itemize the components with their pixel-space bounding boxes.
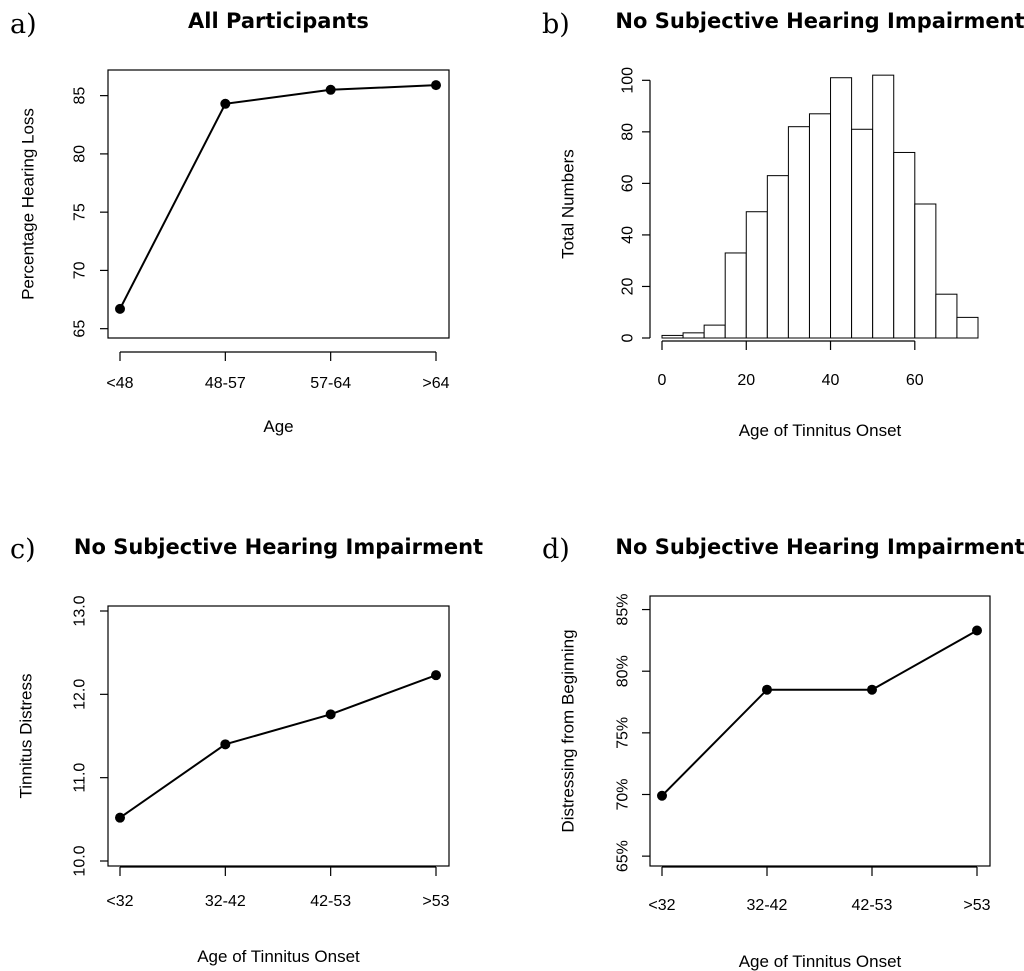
data-point bbox=[325, 84, 336, 95]
panel-b: b) No Subjective Hearing Impairment 0 20 40 6… bbox=[542, 9, 1024, 440]
series-line bbox=[119, 674, 437, 819]
y-axis: 65 70 75 80 85 bbox=[72, 87, 108, 338]
y-axis-label: Total Numbers bbox=[559, 149, 578, 259]
chart-title: No Subjective Hearing Impairment bbox=[74, 535, 483, 559]
y-tick-label: 40 bbox=[620, 226, 637, 244]
histogram-bar bbox=[808, 113, 832, 339]
x-tick-label: 0 bbox=[658, 372, 667, 389]
chart-title: No Subjective Hearing Impairment bbox=[615, 535, 1024, 559]
data-point bbox=[867, 684, 877, 695]
y-tick-label: 12.0 bbox=[72, 679, 89, 710]
y-tick-label: 75 bbox=[72, 203, 89, 221]
x-axis: <32 32-42 42-53 >53 bbox=[648, 866, 991, 914]
panel-label: b) bbox=[542, 9, 570, 40]
x-tick-label: >64 bbox=[422, 375, 449, 392]
y-axis: 10.0 11.0 12.0 13.0 bbox=[72, 595, 108, 877]
histogram-bar bbox=[724, 252, 747, 339]
y-axis-label: Tinnitus Distress bbox=[17, 673, 36, 798]
y-tick-label: 13.0 bbox=[72, 595, 89, 626]
histogram-bar bbox=[872, 74, 895, 339]
y-tick-label: 20 bbox=[620, 277, 637, 295]
data-point bbox=[431, 670, 441, 681]
x-axis: <48 48-57 57-64 >64 bbox=[106, 351, 450, 392]
data-point bbox=[220, 98, 231, 109]
series-line bbox=[119, 84, 437, 310]
x-tick-label: 42-53 bbox=[310, 893, 351, 910]
histogram-bar bbox=[914, 203, 937, 339]
y-tick-label: 70% bbox=[615, 778, 632, 810]
x-tick-label: 42-53 bbox=[852, 897, 893, 914]
plot-frame bbox=[107, 69, 450, 339]
y-tick-label: 11.0 bbox=[72, 763, 89, 793]
histogram-bar bbox=[682, 332, 705, 339]
panel-a: a) All Participants 65 70 75 80 85 Percentage H… bbox=[10, 9, 450, 436]
y-axis-label: Percentage Hearing Loss bbox=[19, 108, 38, 300]
histogram-bar bbox=[893, 151, 916, 339]
y-tick-label: 10.0 bbox=[72, 845, 89, 876]
histogram-bar bbox=[787, 126, 810, 339]
histogram-bar bbox=[703, 324, 726, 339]
x-tick-label: >53 bbox=[963, 897, 990, 914]
panel-label: c) bbox=[10, 534, 36, 565]
y-tick-label: 80 bbox=[72, 145, 89, 163]
panel-c: c) No Subjective Hearing Impairment 10.0 11… bbox=[10, 534, 483, 966]
plot-frame bbox=[107, 605, 450, 867]
y-axis-label: Distressing from Beginning bbox=[559, 629, 578, 832]
x-axis-label: Age of Tinnitus Onset bbox=[739, 421, 902, 440]
x-tick-label: 60 bbox=[906, 372, 924, 389]
data-point bbox=[115, 303, 125, 314]
y-tick-label: 0 bbox=[620, 333, 637, 342]
x-tick-label: <32 bbox=[648, 897, 675, 914]
x-axis: <32 32-42 42-53 >53 bbox=[106, 866, 450, 910]
panel-d: d) No Subjective Hearing Impairment 65% 70%… bbox=[542, 534, 1024, 971]
panel-label: d) bbox=[542, 534, 570, 565]
histogram-bar bbox=[851, 128, 874, 339]
data-point bbox=[762, 684, 772, 695]
x-axis-label: Age of Tinnitus Onset bbox=[197, 947, 360, 966]
histogram-bar bbox=[766, 175, 789, 339]
x-axis-label: Age of Tinnitus Onset bbox=[739, 952, 902, 971]
histogram-bar bbox=[745, 211, 768, 339]
y-axis: 0 20 40 60 80 100 bbox=[620, 67, 651, 342]
y-tick-label: 60 bbox=[620, 174, 637, 192]
chart-title: No Subjective Hearing Impairment bbox=[615, 9, 1024, 33]
histogram-bar bbox=[830, 77, 853, 339]
y-tick-label: 80 bbox=[620, 123, 637, 141]
data-point bbox=[657, 790, 667, 801]
x-tick-label: <32 bbox=[106, 893, 133, 910]
x-tick-label: <48 bbox=[106, 375, 133, 392]
x-tick-label: 20 bbox=[737, 372, 755, 389]
x-tick-label: 40 bbox=[822, 372, 840, 389]
y-tick-label: 65% bbox=[615, 840, 632, 872]
data-point bbox=[325, 709, 336, 720]
y-axis: 65% 70% 75% 80% 85% bbox=[615, 594, 650, 872]
y-tick-label: 85 bbox=[72, 87, 89, 105]
data-point bbox=[972, 625, 982, 636]
x-axis-label: Age bbox=[263, 417, 293, 436]
data-point bbox=[220, 739, 231, 750]
histogram-bars bbox=[661, 74, 979, 339]
data-point bbox=[431, 80, 441, 91]
plot-frame bbox=[649, 595, 991, 867]
y-tick-label: 75% bbox=[615, 717, 632, 749]
x-tick-label: 48-57 bbox=[205, 375, 246, 392]
x-tick-label: 32-42 bbox=[747, 897, 788, 914]
x-tick-label: 32-42 bbox=[205, 893, 246, 910]
y-tick-label: 100 bbox=[620, 67, 637, 94]
histogram-bar bbox=[935, 293, 958, 339]
x-tick-label: 57-64 bbox=[310, 375, 351, 392]
chart-title: All Participants bbox=[188, 9, 369, 33]
panel-label: a) bbox=[10, 9, 37, 40]
y-tick-label: 65 bbox=[72, 320, 89, 338]
histogram-bar bbox=[956, 316, 979, 339]
x-axis: 0 20 40 60 bbox=[658, 340, 924, 389]
data-point bbox=[115, 812, 125, 823]
series-line bbox=[661, 629, 978, 797]
y-tick-label: 80% bbox=[615, 655, 632, 687]
y-tick-label: 85% bbox=[615, 594, 632, 626]
y-tick-label: 70 bbox=[72, 261, 89, 279]
histogram-bar bbox=[661, 334, 684, 339]
x-tick-label: >53 bbox=[422, 893, 449, 910]
